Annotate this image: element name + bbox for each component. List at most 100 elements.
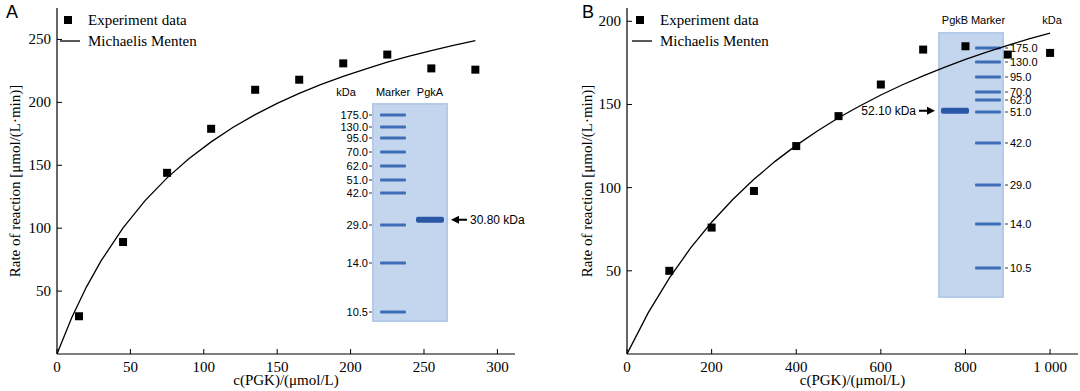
plot-data (627, 33, 1054, 354)
fit-line (627, 33, 1050, 354)
y-tick-label: 50 (606, 263, 621, 279)
ladder-label: 14.0 (1010, 218, 1031, 230)
data-point (877, 81, 885, 89)
gel (372, 103, 448, 322)
y-tick (57, 291, 62, 292)
ladder-dash (1005, 100, 1008, 101)
panel-label: B (582, 2, 594, 22)
ladder-band (380, 151, 406, 154)
ladder-band (975, 61, 1001, 64)
x-axis (627, 353, 1078, 354)
x-tick (423, 349, 424, 354)
data-point (1004, 51, 1012, 59)
x-tick-label: 200 (339, 359, 362, 375)
legend-marker (636, 16, 644, 24)
y-tick (627, 104, 632, 105)
data-point (750, 187, 758, 195)
y-tick-label: 100 (29, 220, 52, 236)
y-tick-label: 200 (599, 13, 622, 29)
y-tick (57, 165, 62, 166)
data-point (207, 125, 215, 133)
y-tick (57, 39, 62, 40)
ladder-dash (369, 225, 372, 226)
x-tick (277, 349, 278, 354)
y-tick-label: 250 (29, 31, 52, 47)
band-arrow (451, 216, 467, 224)
x-tick-label: 100 (193, 359, 216, 375)
x-tick (203, 349, 204, 354)
panel: A05010015020025030050100150200250c(PGK)/… (6, 2, 525, 389)
y-axis-title: Rate of reaction [μmol/(L·min)] (579, 85, 596, 278)
lane-label: PgkA (417, 86, 444, 98)
x-tick (796, 349, 797, 354)
panel: B02004006008001 00050100150200c(PGK)/(μm… (579, 2, 1078, 389)
x-tick (497, 349, 498, 354)
ladder-dash (1005, 224, 1008, 225)
ladder-dash (369, 312, 372, 313)
legend: Experiment dataMichaelis Menten (632, 12, 769, 49)
x-tick (880, 349, 881, 354)
ladder-label: 130.0 (1010, 56, 1038, 68)
y-tick-label: 200 (29, 94, 52, 110)
ladder-label: 62.0 (1010, 94, 1031, 106)
legend-marker (64, 16, 72, 24)
ladder-label: 95.0 (1010, 71, 1031, 83)
y-tick-label: 150 (599, 96, 622, 112)
lane-label: Marker (971, 14, 1006, 26)
ladder-dash (369, 152, 372, 153)
legend-label: Experiment data (660, 12, 759, 28)
ladder-label: 29.0 (347, 219, 368, 231)
gel-body (940, 34, 1002, 296)
gel-inset: MarkerPgkAkDa175.0130.095.070.062.051.04… (336, 86, 525, 322)
ladder-dash (1005, 62, 1008, 63)
plot-data (57, 41, 479, 354)
x-tick-label: 0 (623, 359, 631, 375)
band-arrow (919, 107, 935, 115)
x-axis-title: c(PGK)/(μmol/L) (233, 372, 339, 389)
ladder-band (975, 91, 1001, 94)
legend-line (60, 40, 80, 41)
x-tick-label: 50 (123, 359, 138, 375)
x-tick-label: 1 000 (1033, 359, 1067, 375)
ladder-band (975, 267, 1001, 270)
ladder-dash (1005, 268, 1008, 269)
data-point (427, 64, 435, 72)
ladder-band (975, 111, 1001, 114)
ladder-band (975, 223, 1001, 226)
y-tick-label: 100 (599, 180, 622, 196)
lane-label: Marker (376, 86, 411, 98)
ladder-dash (1005, 185, 1008, 186)
ladder-label: 42.0 (1010, 137, 1031, 149)
ladder-label: 175.0 (340, 109, 368, 121)
x-tick-label: 200 (700, 359, 723, 375)
data-point (119, 238, 127, 246)
y-axis-title: Rate of reaction [μmol/(L·min)] (7, 85, 24, 278)
ladder-dash (369, 138, 372, 139)
y-axis (56, 8, 57, 354)
ladder-band (380, 179, 406, 182)
ladder-band (380, 126, 406, 129)
ladder-dash (1005, 77, 1008, 78)
ladder-dash (369, 180, 372, 181)
ladder-band (380, 165, 406, 168)
ladder-label: 51.0 (1010, 106, 1031, 118)
ladder-label: 95.0 (347, 132, 368, 144)
x-axis-title: c(PGK)/(μmol/L) (800, 372, 906, 389)
y-axis (626, 8, 627, 354)
data-point (383, 51, 391, 59)
ladder-dash (369, 115, 372, 116)
gel-inset: PgkBMarkerkDa175.0130.095.070.062.051.04… (861, 14, 1062, 298)
x-axis (57, 353, 515, 354)
ladder-band (380, 262, 406, 265)
ladder-label: 62.0 (347, 160, 368, 172)
unit-label: kDa (336, 86, 356, 98)
y-tick-label: 150 (29, 157, 52, 173)
ladder-band (975, 142, 1001, 145)
ladder-dash (1005, 92, 1008, 93)
ladder-label: 42.0 (347, 187, 368, 199)
ladder-label: 10.5 (1010, 262, 1031, 274)
ladder-label: 70.0 (347, 146, 368, 158)
ladder-dash (1005, 112, 1008, 113)
data-point (961, 42, 969, 50)
ladder-band (380, 192, 406, 195)
